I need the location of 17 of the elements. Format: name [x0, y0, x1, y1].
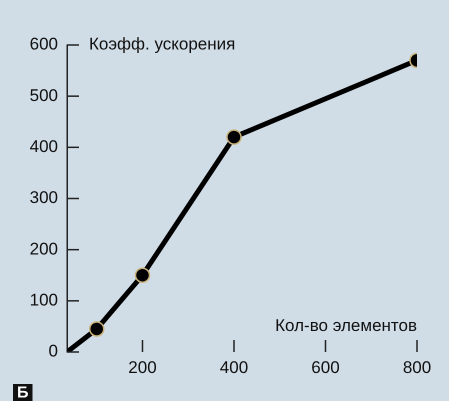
point	[88, 321, 104, 337]
x-tick-label: 600	[311, 358, 340, 377]
x-axis-title: Кол-во элементов	[275, 316, 417, 336]
text: Б	[17, 384, 28, 401]
point	[134, 268, 150, 283]
x-tick-label: 200	[128, 358, 157, 377]
y-tick-label: 600	[30, 34, 58, 54]
y-tick-label: 400	[30, 137, 58, 156]
y-tick-label: 200	[30, 239, 58, 258]
y-tick-label: 500	[30, 86, 58, 105]
point	[226, 129, 242, 145]
y-tick-label: 100	[30, 290, 58, 310]
y-tick-label: 300	[30, 188, 58, 208]
x-tick-label: 400	[220, 358, 248, 377]
y-axis-title: Коэфф. ускорения	[89, 34, 236, 54]
y-tick-label: 0	[48, 342, 58, 361]
x-tick-label: 800	[402, 358, 432, 377]
